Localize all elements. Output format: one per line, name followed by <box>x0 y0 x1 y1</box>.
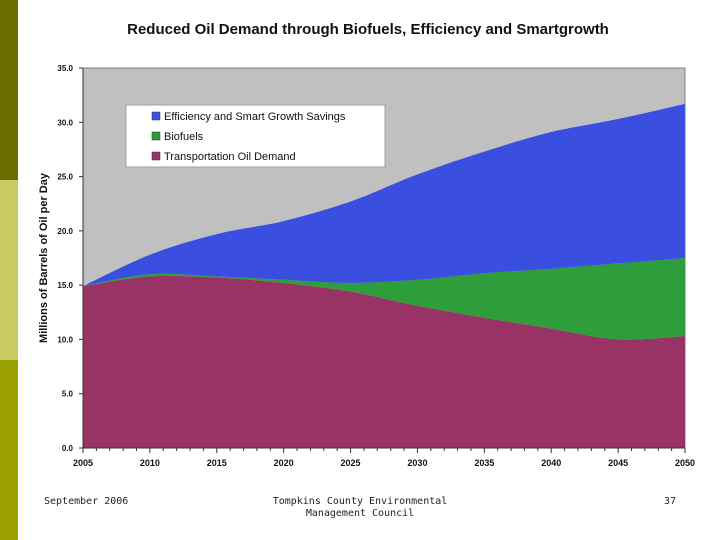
side-accent-bar-top <box>0 0 18 180</box>
side-accent-bar-bottom <box>0 360 18 540</box>
y-tick-label: 35.0 <box>57 64 73 73</box>
x-tick-label: 2045 <box>608 458 628 468</box>
chart-title: Reduced Oil Demand through Biofuels, Eff… <box>127 21 609 38</box>
legend-label-efficiency-and-smart-growth-savings: Efficiency and Smart Growth Savings <box>164 111 346 123</box>
footer-source-line-2: Management Council <box>305 508 415 519</box>
y-tick-label: 10.0 <box>57 335 73 344</box>
legend-swatch-transportation-oil-demand <box>151 151 161 161</box>
y-tick-label: 5.0 <box>62 390 74 399</box>
x-tick-label: 2025 <box>341 458 361 468</box>
y-tick-label: 15.0 <box>57 281 73 290</box>
footer-date: September 2006 <box>44 496 129 507</box>
x-tick-label: 2035 <box>474 458 494 468</box>
y-tick-label: 25.0 <box>57 173 73 182</box>
footer-source-line-1: Tompkins County Environmental <box>272 496 448 507</box>
x-tick-label: 2015 <box>207 458 227 468</box>
legend-label-biofuels: Biofuels <box>164 131 204 143</box>
legend-swatch-biofuels <box>151 131 161 141</box>
area-biofuels <box>83 258 685 340</box>
y-tick-label: 20.0 <box>57 227 73 236</box>
x-tick-label: 2050 <box>675 458 695 468</box>
x-tick-label: 2010 <box>140 458 160 468</box>
area-transportation-oil-demand <box>83 275 685 448</box>
legend-box <box>125 104 386 168</box>
y-tick-label: 0.0 <box>62 444 74 453</box>
x-tick-label: 2005 <box>73 458 93 468</box>
footer-source: Tompkins County Environmental Management… <box>260 496 460 520</box>
y-tick-label: 30.0 <box>57 118 73 127</box>
side-accent-bar-middle <box>0 180 18 360</box>
legend-label-transportation-oil-demand: Transportation Oil Demand <box>164 151 296 163</box>
area-efficiency-and-smart-growth-savings <box>83 103 685 287</box>
legend-swatch-efficiency-and-smart-growth-savings <box>151 111 161 121</box>
footer-page-number: 37 <box>663 496 676 507</box>
x-tick-label: 2030 <box>407 458 427 468</box>
x-tick-label: 2040 <box>541 458 561 468</box>
x-tick-label: 2020 <box>274 458 294 468</box>
y-axis-label: Millions of Barrels of Oil per Day <box>38 172 50 343</box>
oil-demand-chart: Reduced Oil Demand through Biofuels, Eff… <box>38 21 695 468</box>
